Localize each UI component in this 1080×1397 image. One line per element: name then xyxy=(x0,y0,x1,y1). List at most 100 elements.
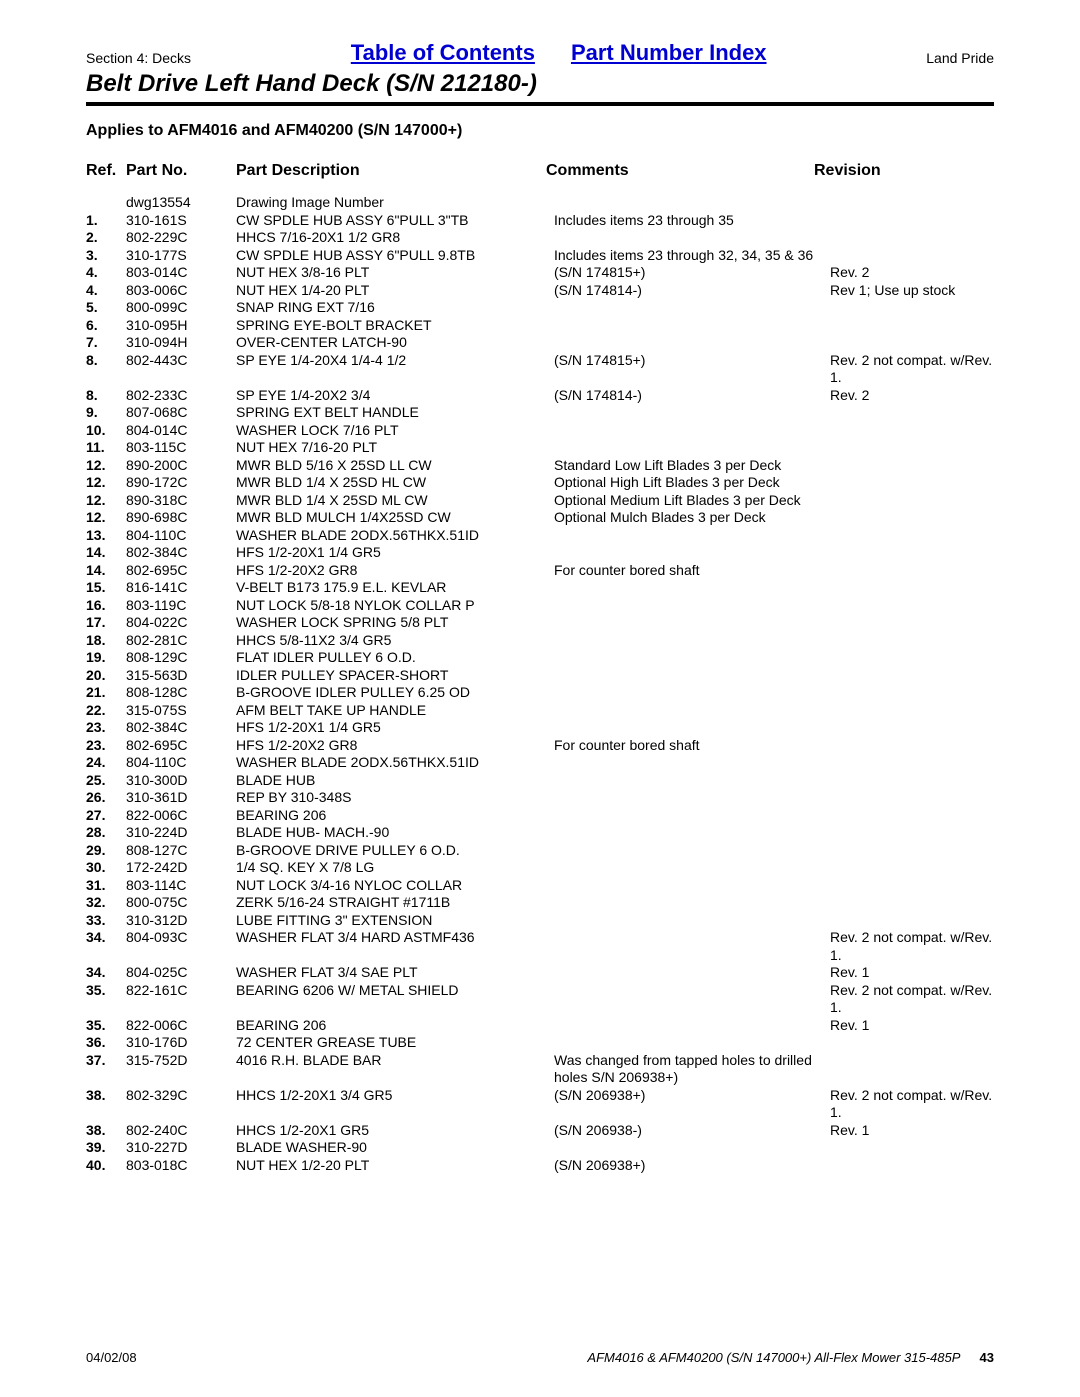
cell-ref: 8. xyxy=(86,387,126,405)
cell-desc: Drawing Image Number xyxy=(236,194,554,212)
table-row: 27.822-006CBEARING 206 xyxy=(86,807,994,825)
table-row: 24.804-110CWASHER BLADE 2ODX.56THKX.51ID xyxy=(86,754,994,772)
cell-ref: 37. xyxy=(86,1052,126,1070)
table-row: 5.800-099CSNAP RING EXT 7/16 xyxy=(86,299,994,317)
toc-link[interactable]: Table of Contents xyxy=(351,40,535,66)
cell-ref: 39. xyxy=(86,1139,126,1157)
col-rev: Revision xyxy=(814,162,994,180)
cell-desc: BEARING 206 xyxy=(236,807,554,825)
cell-part: 310-161S xyxy=(126,212,236,230)
cell-rev: Rev. 1 xyxy=(830,964,994,982)
cell-desc: 1/4 SQ. KEY X 7/8 LG xyxy=(236,859,554,877)
part-number-index-link[interactable]: Part Number Index xyxy=(571,40,767,66)
cell-rev: Rev. 2 xyxy=(830,264,994,282)
cell-part: 822-161C xyxy=(126,982,236,1000)
table-row: 16.803-119CNUT LOCK 5/8-18 NYLOK COLLAR … xyxy=(86,597,994,615)
cell-part: 890-698C xyxy=(126,509,236,527)
cell-part: 890-318C xyxy=(126,492,236,510)
table-row: 38.802-240CHHCS 1/2-20X1 GR5(S/N 206938-… xyxy=(86,1122,994,1140)
table-row: 11.803-115CNUT HEX 7/16-20 PLT xyxy=(86,439,994,457)
header-links: Table of Contents Part Number Index xyxy=(351,40,767,66)
cell-ref: 38. xyxy=(86,1087,126,1105)
footer: 04/02/08 AFM4016 & AFM40200 (S/N 147000+… xyxy=(86,1350,994,1365)
cell-part: 310-095H xyxy=(126,317,236,335)
cell-part: 802-229C xyxy=(126,229,236,247)
cell-ref: 7. xyxy=(86,334,126,352)
cell-part: 802-695C xyxy=(126,737,236,755)
cell-desc: BEARING 206 xyxy=(236,1017,554,1035)
cell-part: 315-075S xyxy=(126,702,236,720)
cell-desc: AFM BELT TAKE UP HANDLE xyxy=(236,702,554,720)
cell-part: 802-384C xyxy=(126,544,236,562)
brand-label: Land Pride xyxy=(926,50,994,66)
cell-ref: 5. xyxy=(86,299,126,317)
cell-comm: (S/N 174814-) xyxy=(554,282,830,300)
cell-part: 310-224D xyxy=(126,824,236,842)
cell-desc: WASHER BLADE 2ODX.56THKX.51ID xyxy=(236,527,554,545)
cell-ref: 35. xyxy=(86,982,126,1000)
cell-desc: SP EYE 1/4-20X2 3/4 xyxy=(236,387,554,405)
table-row: 15.816-141CV-BELT B173 175.9 E.L. KEVLAR xyxy=(86,579,994,597)
cell-part: 310-176D xyxy=(126,1034,236,1052)
cell-ref: 6. xyxy=(86,317,126,335)
cell-ref: 35. xyxy=(86,1017,126,1035)
cell-desc: HHCS 1/2-20X1 3/4 GR5 xyxy=(236,1087,554,1105)
cell-part: 808-128C xyxy=(126,684,236,702)
cell-rev: Rev. 2 not compat. w/Rev. 1. xyxy=(830,1087,994,1122)
cell-ref: 4. xyxy=(86,264,126,282)
cell-ref: 20. xyxy=(86,667,126,685)
cell-comm: (S/N 206938+) xyxy=(554,1087,830,1105)
cell-ref: 29. xyxy=(86,842,126,860)
cell-comm: Includes items 23 through 35 xyxy=(554,212,830,230)
cell-desc: OVER-CENTER LATCH-90 xyxy=(236,334,554,352)
cell-ref: 16. xyxy=(86,597,126,615)
cell-comm: (S/N 174815+) xyxy=(554,264,830,282)
cell-part: 804-025C xyxy=(126,964,236,982)
table-row: 13.804-110CWASHER BLADE 2ODX.56THKX.51ID xyxy=(86,527,994,545)
cell-part: 802-443C xyxy=(126,352,236,370)
cell-part: 890-172C xyxy=(126,474,236,492)
cell-desc: SPRING EXT BELT HANDLE xyxy=(236,404,554,422)
cell-desc: BEARING 6206 W/ METAL SHIELD xyxy=(236,982,554,1000)
col-desc: Part Description xyxy=(236,162,546,180)
cell-ref: 28. xyxy=(86,824,126,842)
cell-desc: HHCS 7/16-20X1 1/2 GR8 xyxy=(236,229,554,247)
table-row: 6.310-095HSPRING EYE-BOLT BRACKET xyxy=(86,317,994,335)
cell-desc: REP BY 310-348S xyxy=(236,789,554,807)
cell-ref: 34. xyxy=(86,929,126,947)
cell-desc: CW SPDLE HUB ASSY 6"PULL 9.8TB xyxy=(236,247,554,265)
cell-rev: Rev 1; Use up stock xyxy=(830,282,994,300)
col-part: Part No. xyxy=(126,162,236,180)
table-row: 38.802-329CHHCS 1/2-20X1 3/4 GR5(S/N 206… xyxy=(86,1087,994,1122)
cell-desc: WASHER LOCK SPRING 5/8 PLT xyxy=(236,614,554,632)
cell-comm: (S/N 206938+) xyxy=(554,1157,830,1175)
cell-part: 822-006C xyxy=(126,807,236,825)
cell-ref: 40. xyxy=(86,1157,126,1175)
table-row: 12.890-698CMWR BLD MULCH 1/4X25SD CWOpti… xyxy=(86,509,994,527)
cell-part: 310-094H xyxy=(126,334,236,352)
cell-rev: Rev. 2 xyxy=(830,387,994,405)
cell-desc: ZERK 5/16-24 STRAIGHT #1711B xyxy=(236,894,554,912)
cell-desc: NUT LOCK 5/8-18 NYLOK COLLAR P xyxy=(236,597,554,615)
cell-part: 310-227D xyxy=(126,1139,236,1157)
cell-comm: (S/N 206938-) xyxy=(554,1122,830,1140)
header-row: Section 4: Decks Table of Contents Part … xyxy=(86,40,994,66)
cell-part: 803-114C xyxy=(126,877,236,895)
cell-desc: MWR BLD 5/16 X 25SD LL CW xyxy=(236,457,554,475)
cell-ref: 36. xyxy=(86,1034,126,1052)
footer-page-number: 43 xyxy=(980,1350,994,1365)
cell-ref: 12. xyxy=(86,457,126,475)
cell-desc: MWR BLD 1/4 X 25SD ML CW xyxy=(236,492,554,510)
table-row: 33.310-312DLUBE FITTING 3" EXTENSION xyxy=(86,912,994,930)
cell-ref: 38. xyxy=(86,1122,126,1140)
cell-desc: 4016 R.H. BLADE BAR xyxy=(236,1052,554,1070)
cell-desc: NUT LOCK 3/4-16 NYLOC COLLAR xyxy=(236,877,554,895)
table-row: 7.310-094HOVER-CENTER LATCH-90 xyxy=(86,334,994,352)
cell-desc: IDLER PULLEY SPACER-SHORT xyxy=(236,667,554,685)
cell-desc: NUT HEX 3/8-16 PLT xyxy=(236,264,554,282)
cell-part: 804-110C xyxy=(126,754,236,772)
table-row: 12.890-172CMWR BLD 1/4 X 25SD HL CWOptio… xyxy=(86,474,994,492)
cell-part: 800-075C xyxy=(126,894,236,912)
cell-ref: 22. xyxy=(86,702,126,720)
table-row: 2.802-229CHHCS 7/16-20X1 1/2 GR8 xyxy=(86,229,994,247)
